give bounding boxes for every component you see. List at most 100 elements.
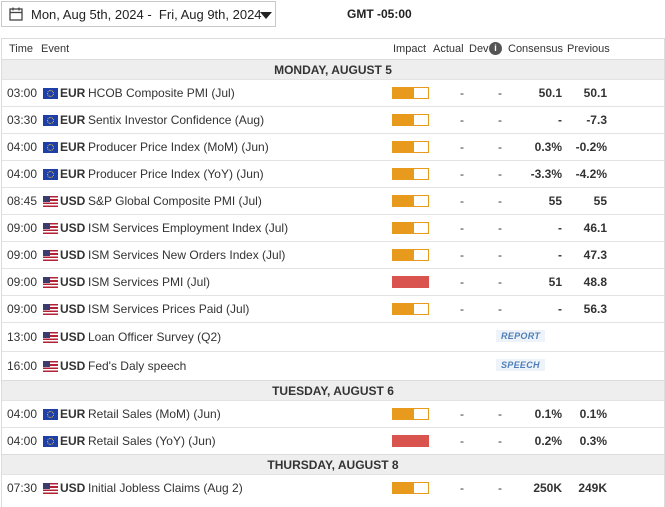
- us-flag-icon: [43, 250, 58, 261]
- currency-code: USD: [60, 221, 86, 235]
- currency-code: USD: [60, 194, 86, 208]
- deviation-value: -: [498, 275, 502, 289]
- event-name[interactable]: ISM Services Prices Paid (Jul): [88, 302, 250, 316]
- event-name[interactable]: Retail Sales (MoM) (Jun): [88, 407, 221, 421]
- currency-code: USD: [60, 481, 86, 495]
- eu-stars: [47, 438, 54, 445]
- chevron-down-icon[interactable]: [260, 12, 272, 19]
- event-time: 04:00: [7, 434, 38, 448]
- day-header: THURSDAY, AUGUST 8: [2, 454, 664, 474]
- impact-fill: [393, 436, 428, 446]
- event-time: 04:00: [7, 140, 38, 154]
- event-time: 04:00: [7, 167, 38, 181]
- event-name[interactable]: Retail Sales (YoY) (Jun): [88, 434, 216, 448]
- eu-stars: [47, 411, 54, 418]
- eu-flag-icon: [43, 142, 58, 153]
- previous-value: -7.3: [586, 113, 607, 127]
- table-row[interactable]: 03:30 EUR Sentix Investor Confidence (Aug)…: [2, 106, 664, 133]
- currency-code: EUR: [60, 407, 86, 421]
- table-row[interactable]: 04:00 EUR Retail Sales (YoY) (Jun) - - 0.2% 0.…: [2, 427, 664, 454]
- consensus-value: 0.1%: [534, 407, 562, 421]
- impact-fill: [393, 250, 414, 260]
- eu-stars: [47, 144, 54, 151]
- table-header: Time Event Impact Actual Dev i Consensus…: [2, 39, 664, 59]
- impact-indicator: [392, 408, 429, 420]
- table-row[interactable]: 04:00 EUR Producer Price Index (YoY) (Jun)…: [2, 160, 664, 187]
- deviation-value: -: [498, 86, 502, 100]
- consensus-value: 0.3%: [534, 140, 562, 154]
- table-row[interactable]: 09:00 USD ISM Services Employment Index (J…: [2, 214, 664, 241]
- table-row[interactable]: 09:00 USD ISM Services PMI (Jul) - - 51 48.8: [2, 268, 664, 295]
- currency-code: EUR: [60, 86, 86, 100]
- impact-fill: [393, 223, 414, 233]
- event-time: 09:00: [7, 275, 38, 289]
- event-name[interactable]: S&P Global Composite PMI (Jul): [88, 194, 262, 208]
- eu-stars: [47, 90, 54, 97]
- event-time: 07:30: [7, 481, 38, 495]
- column-previous: Previous: [567, 43, 610, 55]
- table-row[interactable]: 09:00 USD ISM Services Prices Paid (Jul) - -…: [2, 295, 664, 322]
- currency-code: USD: [60, 248, 86, 262]
- table-row[interactable]: 16:00 USD Fed's Daly speech SPEECH: [2, 351, 664, 380]
- impact-fill: [393, 142, 414, 152]
- impact-indicator: [392, 195, 429, 207]
- table-row[interactable]: 13:00 USD Loan Officer Survey (Q2) REPORT: [2, 322, 664, 351]
- event-time: 03:30: [7, 113, 38, 127]
- timezone-label: GMT -05:00: [347, 7, 412, 21]
- currency-code: EUR: [60, 167, 86, 181]
- table-row[interactable]: 09:00 USD ISM Services New Orders Index (J…: [2, 241, 664, 268]
- table-row[interactable]: 08:45 USD S&P Global Composite PMI (Jul) - -…: [2, 187, 664, 214]
- event-name[interactable]: ISM Services PMI (Jul): [88, 275, 211, 289]
- currency-code: EUR: [60, 434, 86, 448]
- event-name[interactable]: Sentix Investor Confidence (Aug): [88, 113, 265, 127]
- table-row[interactable]: 04:00 EUR Producer Price Index (MoM) (Jun)…: [2, 133, 664, 160]
- consensus-value: 51: [548, 275, 562, 289]
- event-name[interactable]: ISM Services New Orders Index (Jul): [88, 248, 286, 262]
- deviation-value: -: [498, 113, 502, 127]
- info-icon[interactable]: i: [489, 42, 502, 55]
- date-range-picker[interactable]: Mon, Aug 5th, 2024 - Fri, Aug 9th, 2024: [1, 1, 276, 27]
- event-time: 09:00: [7, 248, 38, 262]
- event-name[interactable]: HCOB Composite PMI (Jul): [88, 86, 235, 100]
- day-header: MONDAY, AUGUST 5: [2, 59, 664, 79]
- deviation-value: -: [498, 481, 502, 495]
- us-canton: [43, 223, 50, 229]
- consensus-value: -: [558, 302, 562, 316]
- us-flag-icon: [43, 223, 58, 234]
- us-canton: [43, 250, 50, 256]
- deviation-value: -: [498, 194, 502, 208]
- table-row[interactable]: 04:00 EUR Retail Sales (MoM) (Jun) - - 0.1% 0.…: [2, 400, 664, 427]
- event-name[interactable]: Initial Jobless Claims (Aug 2): [88, 481, 243, 495]
- table-row[interactable]: 07:30 USD Initial Jobless Claims (Aug 2) - -…: [2, 474, 664, 501]
- event-time: 03:00: [7, 86, 38, 100]
- event-name[interactable]: ISM Services Employment Index (Jul): [88, 221, 289, 235]
- event-time: 13:00: [7, 330, 38, 344]
- eu-flag-icon: [43, 115, 58, 126]
- event-name[interactable]: Loan Officer Survey (Q2): [88, 330, 222, 344]
- event-name[interactable]: Producer Price Index (MoM) (Jun): [88, 140, 269, 154]
- previous-value: 55: [593, 194, 607, 208]
- deviation-value: -: [498, 167, 502, 181]
- event-name[interactable]: Producer Price Index (YoY) (Jun): [88, 167, 264, 181]
- impact-indicator: [392, 141, 429, 153]
- consensus-value: 55: [548, 194, 562, 208]
- actual-value: -: [460, 221, 464, 235]
- impact-indicator: [392, 87, 429, 99]
- consensus-value: 0.2%: [534, 434, 562, 448]
- currency-code: USD: [60, 330, 86, 344]
- actual-value: -: [460, 302, 464, 316]
- actual-value: -: [460, 86, 464, 100]
- date-range-text: Mon, Aug 5th, 2024 - Fri, Aug 9th, 2024: [31, 7, 262, 22]
- deviation-value: -: [498, 248, 502, 262]
- actual-value: -: [460, 407, 464, 421]
- impact-indicator: [392, 482, 429, 494]
- table-row[interactable]: 03:00 EUR HCOB Composite PMI (Jul) - - 50.1 50…: [2, 79, 664, 106]
- deviation-value: -: [498, 140, 502, 154]
- deviation-value: -: [498, 434, 502, 448]
- consensus-value: 50.1: [538, 86, 562, 100]
- economic-calendar-table: Time Event Impact Actual Dev i Consensus…: [1, 38, 665, 507]
- impact-indicator: [392, 276, 429, 288]
- event-name[interactable]: Fed's Daly speech: [88, 359, 187, 373]
- previous-value: 50.1: [583, 86, 607, 100]
- actual-value: -: [460, 275, 464, 289]
